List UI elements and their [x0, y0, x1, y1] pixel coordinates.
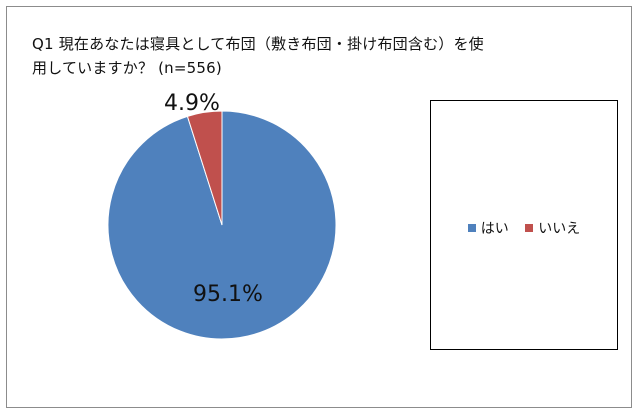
- legend-label-no: いいえ: [538, 221, 581, 237]
- legend-item-yes: はい: [467, 218, 509, 238]
- data-label-no: 4.9%: [164, 91, 220, 116]
- pie-slice-no: [186, 110, 223, 226]
- chart-title-line-1: Q1 現在あなたは寝具として布団（敷き布団・掛け布団含む）を使: [32, 35, 484, 53]
- data-label-yes: 95.1%: [193, 282, 263, 307]
- legend-label-yes: はい: [480, 221, 509, 237]
- legend: はい いいえ: [430, 100, 618, 350]
- chart-title-line-2: 用していますか？ (n=556): [32, 59, 222, 77]
- pie-data-labels: 95.1% 4.9%: [164, 91, 263, 307]
- legend-item-no: いいえ: [525, 218, 580, 238]
- pie-slices: [107, 110, 337, 340]
- legend-swatch-yes: [467, 224, 476, 232]
- legend-swatch-no: [525, 224, 534, 232]
- legend-items: はい いいえ: [431, 218, 617, 238]
- chart-title: Q1 現在あなたは寝具として布団（敷き布団・掛け布団含む）を使 用していますか？…: [32, 32, 532, 80]
